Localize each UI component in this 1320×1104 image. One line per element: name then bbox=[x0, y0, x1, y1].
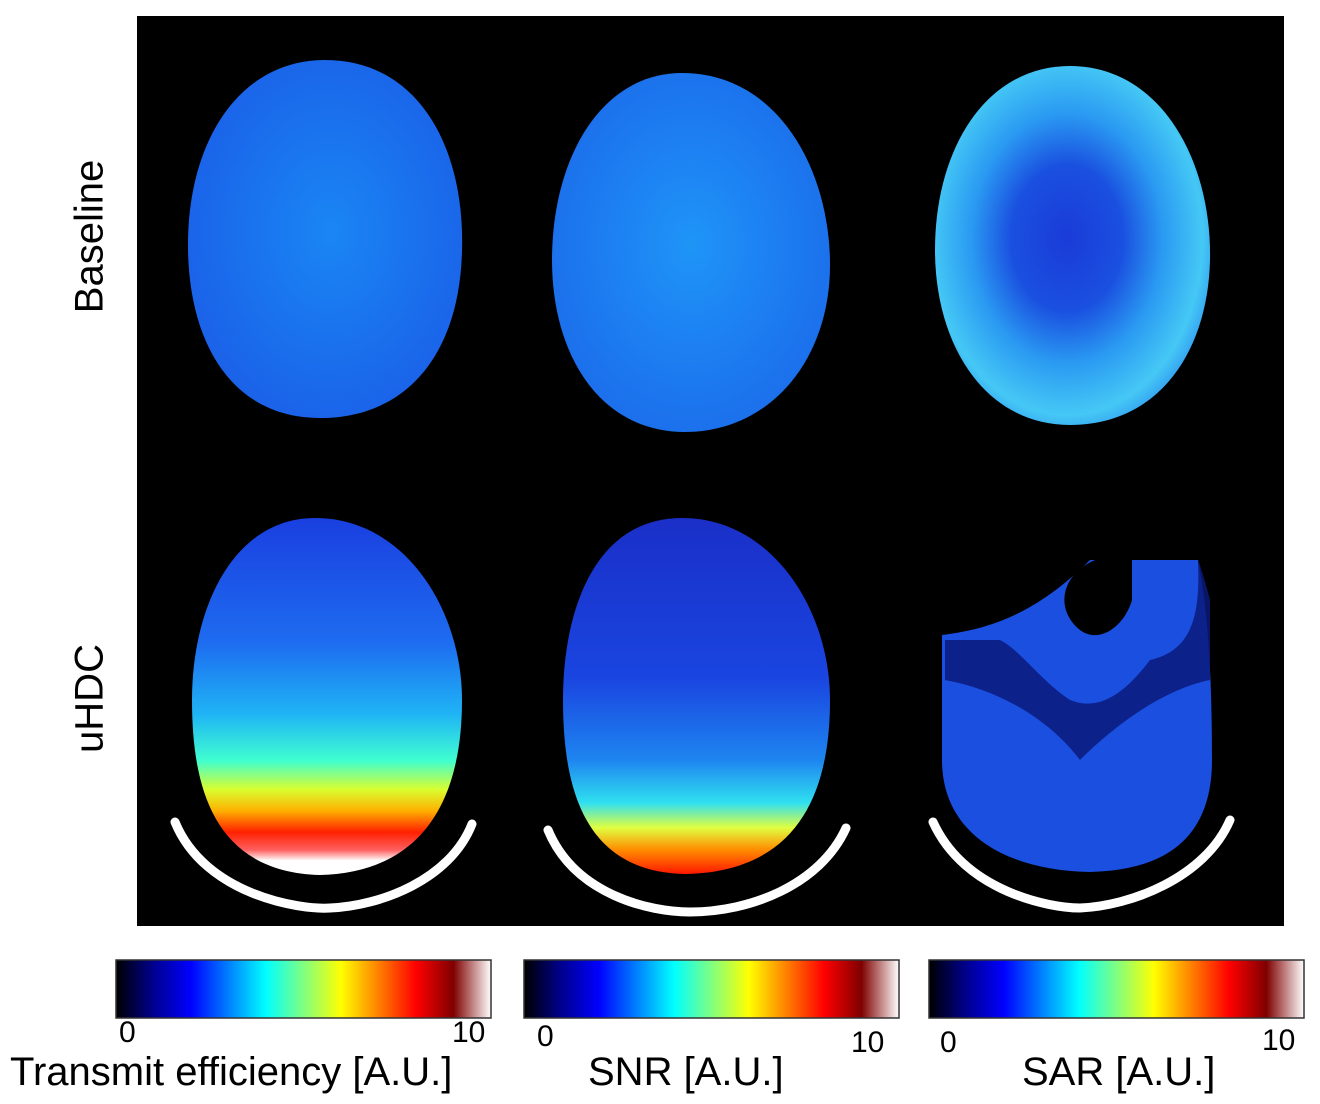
colorbar-2-min-label: 0 bbox=[537, 1020, 554, 1053]
uhdc-snr-map bbox=[563, 518, 830, 874]
uhdc-sar-notch bbox=[1064, 560, 1132, 636]
colorbar-2-max-label: 10 bbox=[851, 1026, 885, 1059]
colorbar-2-title: SNR [A.U.] bbox=[588, 1050, 784, 1094]
baseline-transmit-map bbox=[188, 60, 463, 418]
coil-arc-3 bbox=[928, 815, 1235, 913]
uhdc-sar-dark-region bbox=[945, 560, 1210, 760]
coil-arc-2 bbox=[543, 823, 851, 917]
colorbar-3-title: SAR [A.U.] bbox=[1022, 1050, 1216, 1094]
colorbar-1-max-label: 10 bbox=[452, 1016, 486, 1049]
colorbar-1 bbox=[115, 959, 492, 1019]
colorbar-3-min-label: 0 bbox=[940, 1026, 957, 1059]
colorbars bbox=[115, 959, 1305, 1019]
coil-arc-1 bbox=[170, 817, 477, 913]
colorbar-3-max-label: 10 bbox=[1262, 1024, 1296, 1057]
row-label-baseline: Baseline bbox=[67, 159, 112, 314]
baseline-snr-map bbox=[552, 73, 830, 432]
colorbar-3 bbox=[928, 959, 1305, 1019]
colorbar-1-title: Transmit efficiency [A.U.] bbox=[10, 1050, 453, 1094]
colorbar-1-min-label: 0 bbox=[119, 1016, 136, 1049]
baseline-sar-map bbox=[935, 66, 1211, 425]
row-label-uhdc: uHDC bbox=[67, 644, 112, 753]
uhdc-transmit-map bbox=[192, 518, 462, 875]
colorbar-2 bbox=[523, 959, 900, 1019]
